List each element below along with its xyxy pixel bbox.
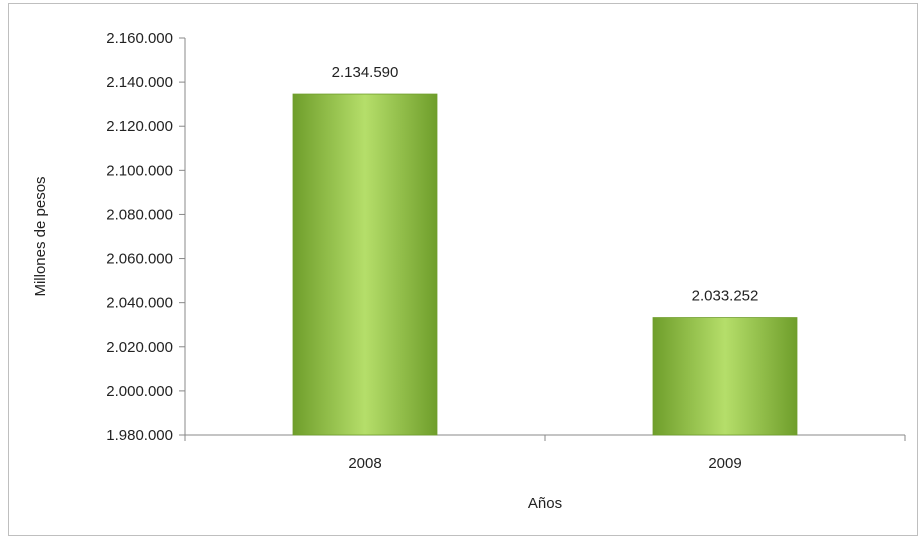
x-axis-title: Años — [528, 495, 562, 512]
bars — [292, 93, 798, 436]
y-axis: 1.980.000 2.000.000 2.020.000 2.040.000 2.06… — [106, 30, 186, 444]
y-tick-label: 2.000.000 — [106, 383, 173, 400]
y-tick-label: 2.040.000 — [106, 295, 173, 312]
x-tick-label: 2009 — [708, 455, 741, 472]
data-labels: 2.134.590 2.033.252 — [332, 64, 759, 305]
y-tick-label: 1.980.000 — [106, 427, 173, 444]
y-axis-title: Millones de pesos — [32, 176, 49, 296]
bar-2008 — [292, 93, 438, 436]
x-tick-label: 2008 — [348, 455, 381, 472]
data-label-2008: 2.134.590 — [332, 64, 399, 81]
y-tick-label: 2.020.000 — [106, 339, 173, 356]
y-tick-label: 2.060.000 — [106, 251, 173, 268]
y-tick-label: 2.160.000 — [106, 30, 173, 47]
bar-2009 — [652, 317, 798, 436]
y-tick-label: 2.120.000 — [106, 118, 173, 135]
y-tick-label: 2.100.000 — [106, 162, 173, 179]
chart-frame — [8, 3, 918, 536]
x-axis: 2008 2009 — [184, 434, 906, 472]
y-tick-label: 2.080.000 — [106, 206, 173, 223]
data-label-2009: 2.033.252 — [692, 288, 759, 305]
y-tick-label: 2.140.000 — [106, 74, 173, 91]
